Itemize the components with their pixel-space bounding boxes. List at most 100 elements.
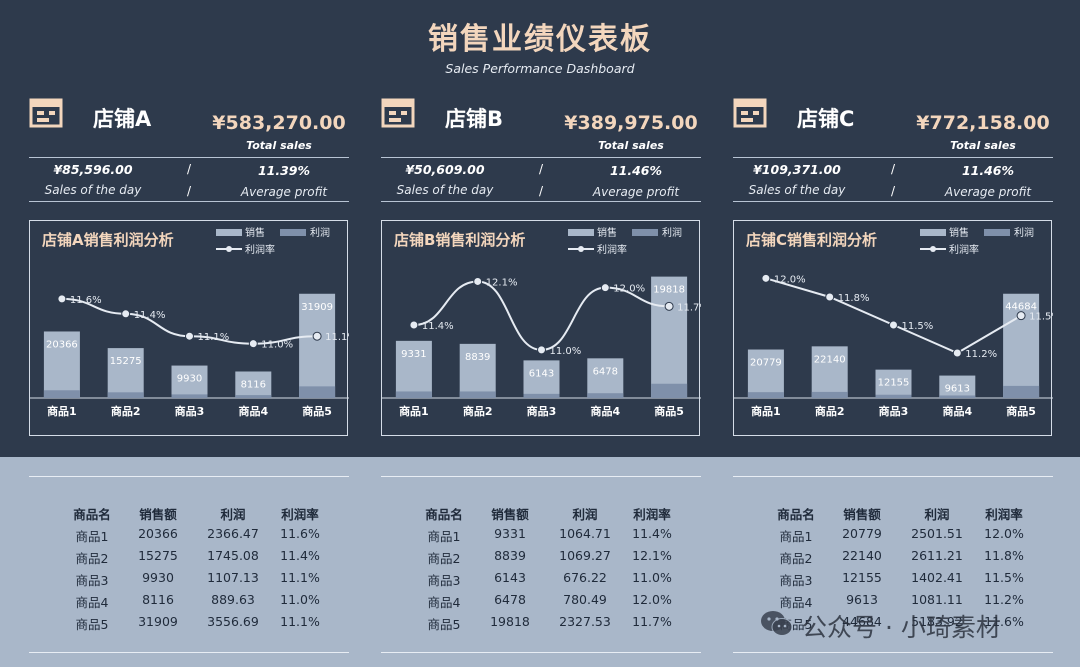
data-label-sales: 6478 — [593, 366, 618, 377]
table-row: 商品1 20366 2366.47 11.6% — [29, 526, 349, 548]
total-sales-label: Total sales — [598, 139, 664, 152]
bar-profit — [395, 391, 432, 398]
data-label-rate: 12.1% — [486, 277, 518, 288]
table-cell: 商品4 — [427, 595, 461, 610]
bar-sales — [459, 343, 496, 398]
x-tick-label: 商品4 — [942, 404, 972, 418]
table-cell: 商品4 — [75, 595, 109, 610]
store-name: 店铺C — [797, 107, 855, 131]
data-label-sales: 20779 — [750, 358, 782, 369]
table-cell: 11.6% — [984, 614, 1024, 629]
day-sales-label: Sales of the day — [396, 183, 494, 197]
store-name: 店铺B — [445, 107, 504, 131]
bar-profit — [587, 393, 624, 398]
store-icon — [381, 98, 415, 128]
profit-rate-point — [473, 276, 483, 286]
legend-label-sales: 销售 — [949, 226, 969, 239]
data-label-rate: 11.5% — [902, 321, 934, 332]
data-label-rate: 11.8% — [838, 293, 870, 304]
chart-title: 店铺C销售利润分析 — [746, 231, 877, 249]
data-label-rate: 11.2% — [965, 349, 997, 360]
table-cell: 11.4% — [280, 548, 320, 563]
table-cell: 22140 — [842, 548, 882, 563]
table-header-cell: 利润 — [924, 507, 950, 522]
data-label-sales: 9331 — [401, 349, 426, 360]
bar-profit — [651, 383, 688, 398]
legend-swatch-sales — [216, 229, 242, 236]
data-label-sales: 8839 — [465, 352, 490, 363]
average-profit-value: 11.39% — [257, 163, 311, 178]
store-name: 店铺A — [93, 107, 152, 131]
x-tick-label: 商品4 — [590, 404, 620, 418]
table-cell: 11.2% — [984, 592, 1024, 607]
table-row: 商品3 6143 676.22 11.0% — [381, 570, 701, 592]
table-cell: 676.22 — [563, 570, 607, 585]
table-header-row: 商品名 销售额 利润 利润率 — [29, 504, 349, 526]
table-bottom-border — [381, 652, 701, 653]
data-label-sales: 15275 — [110, 356, 142, 367]
legend-label-rate: 利润率 — [245, 243, 275, 256]
table-cell: 商品4 — [779, 595, 813, 610]
data-label-rate: 12.0% — [774, 274, 806, 285]
bar-sales — [395, 340, 432, 398]
bar-profit — [107, 392, 144, 398]
bar-profit — [235, 395, 272, 398]
profit-rate-point — [121, 309, 131, 319]
profit-rate-point — [889, 320, 898, 330]
table-cell: 2327.53 — [559, 614, 611, 629]
data-label-sales: 19818 — [653, 285, 685, 296]
profit-rate-point — [185, 331, 194, 341]
total-sales-label: Total sales — [246, 139, 312, 152]
bar-sales — [939, 375, 976, 398]
table-cell: 20779 — [842, 526, 882, 541]
bar-profit — [939, 395, 976, 398]
table-cell: 商品1 — [779, 529, 813, 544]
profit-rate-point — [600, 283, 610, 293]
profit-rate-point — [1016, 311, 1026, 321]
x-tick-label: 商品3 — [527, 404, 557, 418]
data-label-sales: 44684 — [1005, 302, 1037, 313]
bar-sales — [875, 369, 912, 398]
table-cell: 商品3 — [75, 573, 109, 588]
profit-rate-point — [312, 331, 322, 341]
table-cell: 12.0% — [984, 526, 1024, 541]
table-cell: 11.0% — [632, 570, 672, 585]
table-header-row: 商品名 销售额 利润 利润率 — [733, 504, 1053, 526]
bar-profit — [523, 393, 560, 398]
legend-swatch-profit — [632, 229, 658, 236]
bar-sales — [171, 365, 208, 398]
legend-label-sales: 销售 — [245, 226, 265, 239]
x-tick-label: 商品5 — [302, 404, 332, 418]
bar-sales — [235, 371, 272, 398]
table-row: 商品5 19818 2327.53 11.7% — [381, 614, 701, 636]
sales-profit-chart: 店铺A销售利润分析 销售 利润 利润率 20366 商品1 15275 商品2 9930 商品3 8… — [29, 220, 349, 436]
bar-profit — [811, 391, 848, 398]
table-header-cell: 商品名 — [777, 507, 815, 522]
table-cell: 31909 — [138, 614, 178, 629]
table-cell: 2366.47 — [207, 526, 259, 541]
table-header-cell: 利润率 — [281, 507, 319, 522]
table-cell: 商品3 — [779, 573, 813, 588]
data-label-sales: 12155 — [878, 378, 910, 389]
store-table-a: 商品名 销售额 利润 利润率 商品1 20366 2366.47 11.6% 商品2 15275 1… — [29, 476, 349, 656]
table-row: 商品4 8116 889.63 11.0% — [29, 592, 349, 614]
data-label-sales: 9613 — [945, 384, 970, 395]
bar-sales — [811, 346, 848, 398]
separator: / — [890, 162, 896, 176]
x-tick-label: 商品2 — [815, 404, 845, 418]
table-cell: 8116 — [142, 592, 174, 607]
divider-line — [381, 157, 701, 158]
data-label-sales: 22140 — [814, 354, 846, 365]
table-row: 商品1 9331 1064.71 11.4% — [381, 526, 701, 548]
data-label-sales: 8116 — [241, 379, 266, 390]
legend-swatch-sales — [920, 229, 946, 236]
table-cell: 商品5 — [75, 617, 109, 632]
profit-rate-point — [761, 273, 771, 283]
wechat-icon — [761, 611, 793, 636]
total-sales-value: ¥583,270.00 — [212, 112, 346, 134]
total-sales-value: ¥772,158.00 — [916, 112, 1050, 134]
data-label-sales: 6143 — [529, 368, 554, 379]
profit-rate-point — [248, 339, 258, 349]
